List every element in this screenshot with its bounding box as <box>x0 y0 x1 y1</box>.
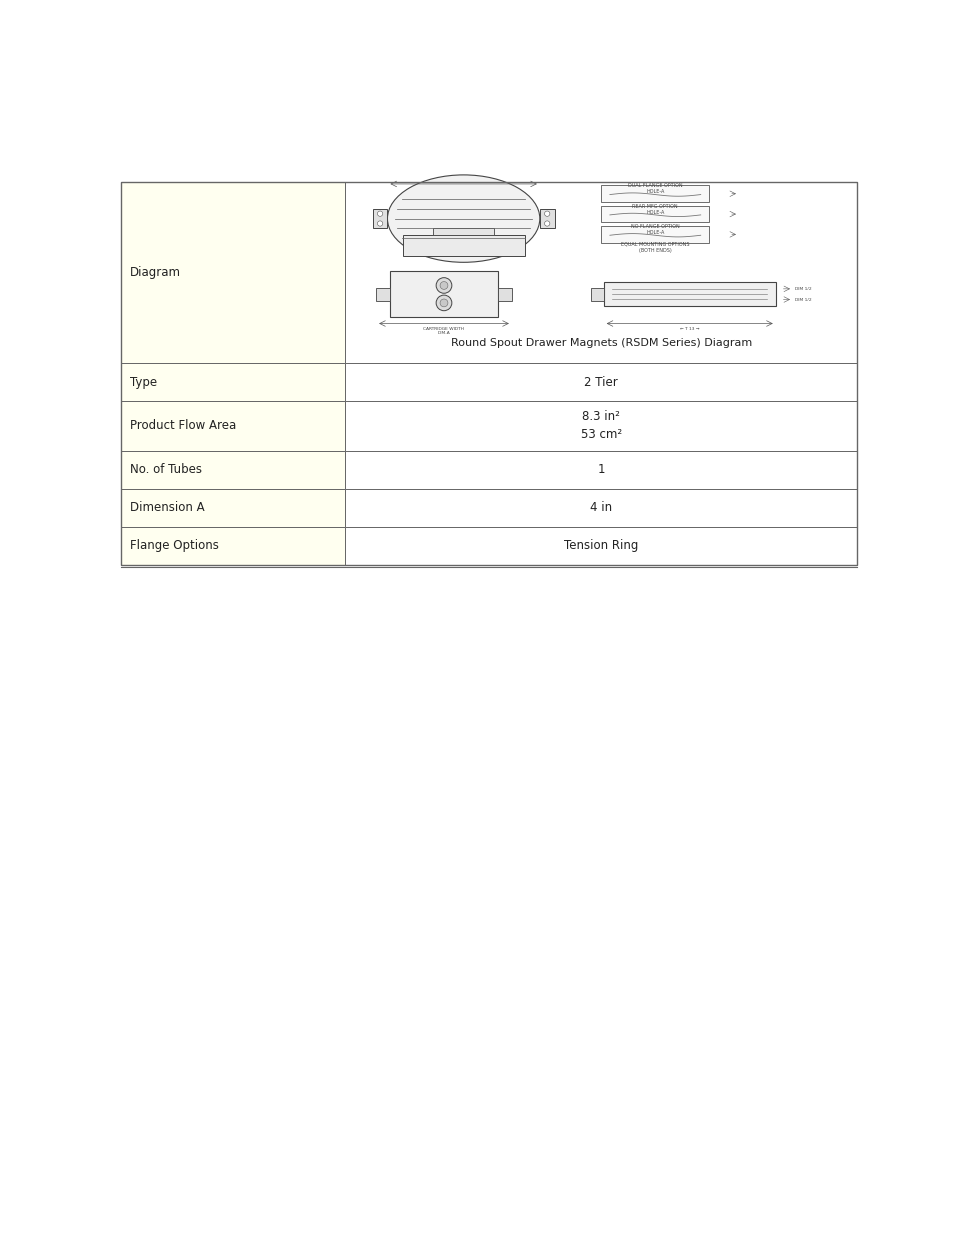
Bar <box>345 451 857 489</box>
Circle shape <box>544 221 549 226</box>
Bar <box>345 489 857 526</box>
Text: DUAL FLANGE OPTION
HOLE-A: DUAL FLANGE OPTION HOLE-A <box>627 183 682 194</box>
Text: Product Flow Area: Product Flow Area <box>130 420 236 432</box>
Text: EQUAL MOUNTING OPTIONS
(BOTH ENDS): EQUAL MOUNTING OPTIONS (BOTH ENDS) <box>620 242 689 253</box>
Text: Diagram: Diagram <box>130 267 181 279</box>
Circle shape <box>436 295 452 311</box>
Ellipse shape <box>387 175 539 262</box>
Text: 2 Tier: 2 Tier <box>584 375 618 389</box>
Bar <box>600 226 709 243</box>
Text: REAR MFG OPTION
HOLE-A: REAR MFG OPTION HOLE-A <box>632 204 678 215</box>
Bar <box>497 288 511 300</box>
Text: DIM 1/2: DIM 1/2 <box>795 298 811 301</box>
Text: Tension Ring: Tension Ring <box>563 540 638 552</box>
Bar <box>539 209 554 228</box>
Text: Dimension A: Dimension A <box>130 501 204 514</box>
Circle shape <box>439 299 448 306</box>
Bar <box>120 183 345 363</box>
Bar <box>600 206 709 222</box>
Bar <box>390 272 497 317</box>
Text: 1: 1 <box>597 463 604 477</box>
Bar <box>402 235 524 257</box>
Bar <box>603 282 775 306</box>
Text: 8.3 in²
53 cm²: 8.3 in² 53 cm² <box>580 410 621 441</box>
Circle shape <box>439 282 448 289</box>
Text: Type: Type <box>130 375 157 389</box>
Bar <box>120 526 345 564</box>
Bar <box>373 209 387 228</box>
Bar <box>375 288 390 300</box>
Text: NO FLANGE OPTION
HOLE-A: NO FLANGE OPTION HOLE-A <box>630 224 679 235</box>
Bar <box>120 401 345 451</box>
Bar <box>600 185 709 203</box>
Text: DIM 1/2: DIM 1/2 <box>795 287 811 291</box>
Circle shape <box>377 211 382 216</box>
Bar <box>345 526 857 564</box>
Bar <box>433 227 494 235</box>
Bar <box>120 451 345 489</box>
Circle shape <box>436 278 452 293</box>
Text: CARTRIDGE WIDTH
DIM-A: CARTRIDGE WIDTH DIM-A <box>423 327 464 335</box>
Bar <box>120 363 345 401</box>
Bar <box>345 363 857 401</box>
Bar <box>120 183 857 564</box>
Circle shape <box>377 221 382 226</box>
Bar <box>120 489 345 526</box>
Bar <box>345 183 857 363</box>
Text: Flange Options: Flange Options <box>130 540 218 552</box>
Text: ← T 13 →: ← T 13 → <box>679 327 699 331</box>
Text: 4 in: 4 in <box>590 501 612 514</box>
Bar <box>591 288 603 301</box>
Text: No. of Tubes: No. of Tubes <box>130 463 202 477</box>
Circle shape <box>544 211 549 216</box>
Bar <box>345 401 857 451</box>
Text: Round Spout Drawer Magnets (RSDM Series) Diagram: Round Spout Drawer Magnets (RSDM Series)… <box>450 338 751 348</box>
